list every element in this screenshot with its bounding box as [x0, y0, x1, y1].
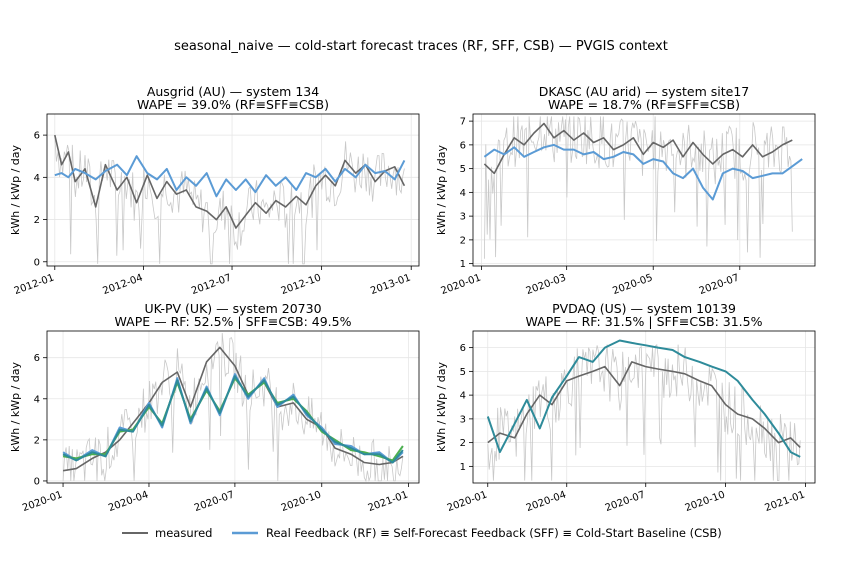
y-axis-label: kWh / kWp / day: [435, 361, 448, 452]
plot-area: [54, 134, 406, 265]
panel-subtitle: WAPE — RF: 52.5% | SFF≡CSB: 49.5%: [115, 314, 352, 329]
y-tick-label: 6: [460, 343, 466, 354]
legend-rf-label: Real Feedback (RF) ≡ Self-Forecast Feedb…: [266, 526, 722, 540]
y-tick-label: 6: [34, 131, 40, 142]
y-tick-label: 1: [460, 462, 466, 473]
y-axis-label: kWh / kWp / day: [9, 144, 22, 235]
raw-daily-line: [484, 116, 793, 259]
plot-area: [483, 116, 803, 259]
axes-frame: [472, 330, 816, 484]
y-tick-label: 4: [460, 188, 466, 199]
y-axis-label: kWh / kWp / day: [435, 144, 448, 235]
y-tick-label: 0: [34, 476, 40, 487]
panel-title: UK-PV (UK) — system 20730: [144, 301, 321, 316]
y-tick-label: 5: [460, 164, 466, 175]
y-tick-label: 2: [34, 435, 40, 446]
y-tick-label: 0: [34, 257, 40, 268]
y-tick-label: 2: [34, 215, 40, 226]
forecast-line-3: [62, 375, 404, 464]
y-tick-label: 2: [460, 438, 466, 449]
y-tick-label: 6: [460, 140, 466, 151]
y-tick-label: 4: [34, 173, 40, 184]
panel-subtitle: WAPE — RF: 31.5% | SFF≡CSB: 31.5%: [526, 314, 763, 329]
y-tick-label: 2: [460, 235, 466, 246]
forecast-line-1: [486, 339, 801, 458]
axes-frame: [46, 330, 420, 484]
figure-title: seasonal_naive — cold-start forecast tra…: [174, 39, 668, 54]
plot-area: [486, 339, 801, 481]
y-tick-label: 3: [460, 212, 466, 223]
y-tick-label: 5: [460, 367, 466, 378]
forecast-line-1: [62, 373, 404, 464]
measured-line: [483, 122, 793, 175]
plot-area: [62, 333, 404, 483]
y-tick-label: 1: [460, 259, 466, 270]
y-tick-label: 3: [460, 414, 466, 425]
panel-title: PVDAQ (US) — system 10139: [552, 301, 736, 316]
axes-frame: [46, 113, 420, 267]
legend: measured Real Feedback (RF) ≡ Self-Forec…: [122, 526, 722, 540]
y-tick-label: 6: [34, 353, 40, 364]
axes-frame: [472, 113, 816, 267]
panel-subtitle: WAPE = 39.0% (RF≡SFF≡CSB): [137, 97, 329, 112]
y-tick-label: 4: [34, 394, 40, 405]
panel-subtitle: WAPE = 18.7% (RF≡SFF≡CSB): [548, 97, 740, 112]
raw-daily-line: [54, 135, 405, 265]
measured-line: [54, 134, 406, 229]
forecast-line-1: [483, 143, 803, 201]
y-axis-label: kWh / kWp / day: [9, 361, 22, 452]
panel-title: Ausgrid (AU) — system 134: [147, 84, 319, 99]
forecast-line-1: [54, 155, 406, 198]
measured-line: [62, 346, 404, 472]
y-tick-label: 7: [460, 117, 466, 128]
panel-title: DKASC (AU arid) — system site17: [539, 84, 750, 99]
measured-line: [487, 361, 801, 448]
y-tick-label: 4: [460, 391, 466, 402]
legend-measured-label: measured: [155, 526, 212, 540]
raw-daily-line: [487, 344, 801, 481]
